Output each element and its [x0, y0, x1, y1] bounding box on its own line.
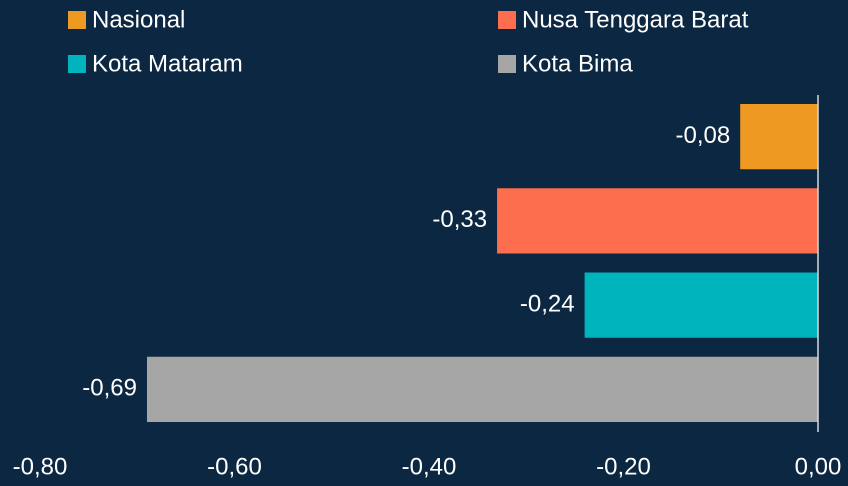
legend-swatch [68, 55, 86, 73]
legend-label: Kota Mataram [92, 50, 243, 77]
bar [740, 104, 818, 170]
legend-label: Kota Bima [522, 50, 633, 77]
legend-label: Nasional [92, 6, 185, 33]
data-label: -0,69 [82, 375, 137, 402]
bar [497, 188, 818, 254]
x-tick-label: 0,00 [795, 453, 842, 480]
x-tick-label: -0,20 [596, 453, 651, 480]
data-label: -0,08 [675, 122, 730, 149]
legend-swatch [68, 11, 86, 29]
x-tick-label: -0,60 [207, 453, 262, 480]
bar [584, 272, 818, 338]
x-tick-label: -0,40 [402, 453, 457, 480]
data-label: -0,33 [432, 206, 487, 233]
legend-label: Nusa Tenggara Barat [522, 6, 749, 33]
data-label: -0,24 [520, 290, 575, 317]
x-tick-label: -0,80 [13, 453, 68, 480]
legend-swatch [498, 11, 516, 29]
bar [146, 356, 819, 422]
legend-swatch [498, 55, 516, 73]
